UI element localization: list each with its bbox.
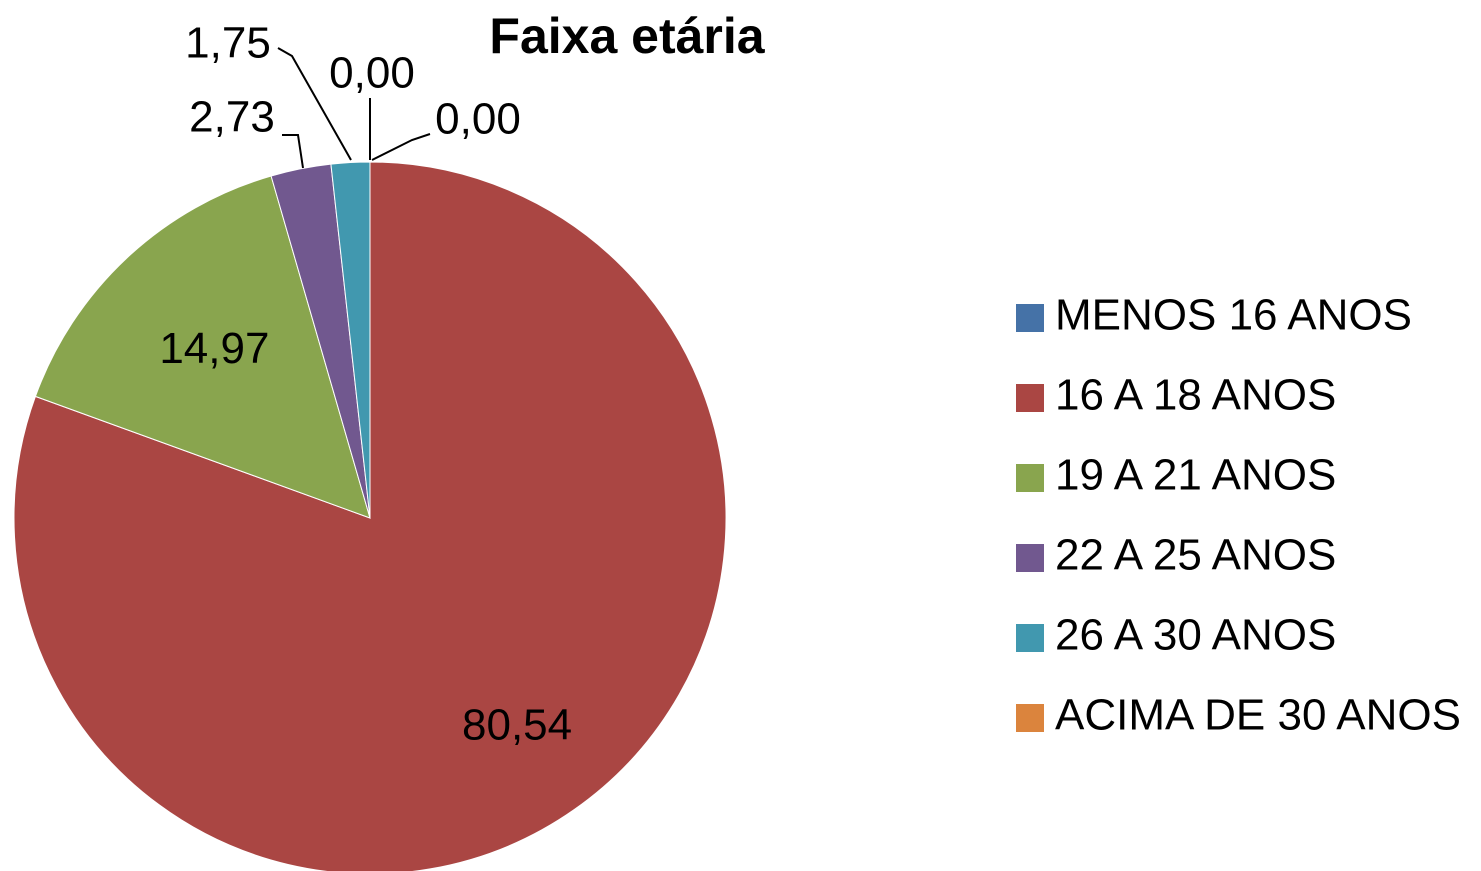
legend-swatch xyxy=(1016,384,1044,412)
chart-title: Faixa etária xyxy=(489,8,765,64)
legend-swatch xyxy=(1016,464,1044,492)
legend-swatch xyxy=(1016,304,1044,332)
pie-slice xyxy=(34,175,371,519)
data-label: 2,73 xyxy=(189,93,275,142)
data-label: 0,00 xyxy=(435,95,521,144)
legend-label: MENOS 16 ANOS xyxy=(1055,291,1412,340)
legend-label: 22 A 25 ANOS xyxy=(1055,531,1336,580)
data-label: 0,00 xyxy=(329,49,415,98)
data-label: 1,75 xyxy=(185,19,271,68)
data-label: 80,54 xyxy=(462,701,572,750)
leader-line xyxy=(277,47,352,161)
data-label: 14,97 xyxy=(159,324,269,373)
legend-label: 16 A 18 ANOS xyxy=(1055,371,1336,420)
legend-label: 19 A 21 ANOS xyxy=(1055,451,1336,500)
legend-swatch xyxy=(1016,624,1044,652)
pie-slice xyxy=(13,161,727,871)
legend-swatch xyxy=(1016,704,1044,732)
legend-label: 26 A 30 ANOS xyxy=(1055,611,1336,660)
leader-line xyxy=(371,133,431,161)
leader-line xyxy=(282,134,304,169)
legend-swatch xyxy=(1016,544,1044,572)
legend-label: ACIMA DE 30 ANOS xyxy=(1055,691,1461,740)
